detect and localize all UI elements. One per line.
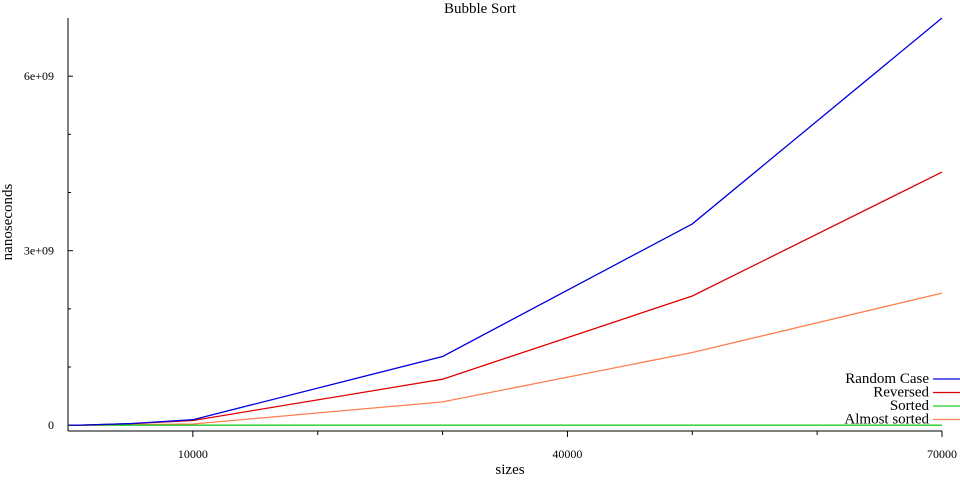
legend-label: Almost sorted (844, 412, 929, 428)
x-axis-label: sizes (495, 462, 524, 478)
series-lines (69, 17, 943, 426)
x-tick-label: 70000 (927, 447, 957, 461)
y-tick-label: 3e+09 (24, 244, 54, 258)
legend-label: Sorted (890, 398, 930, 414)
axes (67, 18, 942, 432)
series-line-random-case (69, 17, 943, 426)
ticks: 0 3e+09 6e+09 10000 40000 70000 (24, 69, 957, 461)
x-tick-label: 10000 (178, 447, 208, 461)
chart-title: Bubble Sort (444, 1, 517, 17)
legend-label: Reversed (873, 385, 929, 401)
legend-label: Random Case (845, 371, 929, 387)
y-axis-label: nanoseconds (0, 184, 16, 261)
x-tick-label: 40000 (552, 447, 582, 461)
y-tick-label: 0 (48, 418, 54, 432)
series-line-reversed (69, 171, 943, 426)
series-line-almost-sorted (69, 292, 943, 426)
y-tick-label: 6e+09 (24, 69, 54, 83)
